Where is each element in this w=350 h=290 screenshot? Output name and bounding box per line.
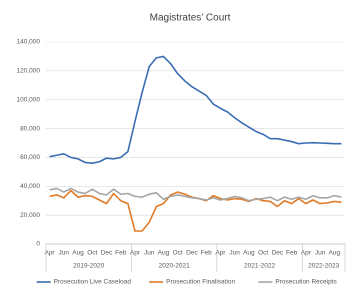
x-tick-label: Dec [272,250,284,257]
chart-title: Magistrates’ Court [150,13,231,24]
y-tick-label: 40,000 [20,183,40,190]
y-tick-label: 0 [36,241,40,248]
y-tick-label: 100,000 [17,96,41,103]
x-tick-label: Jun [59,250,70,257]
year-label: 2019-2020 [73,263,104,270]
year-label: 2021-2022 [244,263,275,270]
y-tick-label: 60,000 [20,154,40,161]
y-tick-label: 120,000 [17,68,41,75]
x-tick-label: Feb [286,250,298,257]
x-tick-label: Apr [301,250,312,257]
y-tick-label: 80,000 [20,125,40,132]
x-tick-label: Aug [329,250,341,257]
x-tick-label: Oct [173,250,183,257]
x-tick-label: Dec [101,250,113,257]
x-tick-label: Feb [115,250,127,257]
y-tick-label: 20,000 [20,212,40,219]
legend-label: Prosecution Finalisation [166,279,235,286]
legend-label: Prosecution Receipts [275,279,337,286]
x-tick-label: Jun [315,250,326,257]
x-tick-label: Oct [258,250,268,257]
year-label: 2020-2021 [159,263,190,270]
x-tick-label: Feb [201,250,213,257]
y-tick-label: 140,000 [17,39,41,46]
x-tick-label: Aug [158,250,170,257]
x-tick-label: Oct [87,250,97,257]
x-tick-label: Apr [44,250,55,257]
x-tick-label: Apr [215,250,226,257]
x-tick-label: Jun [229,250,240,257]
x-tick-label: Jun [144,250,155,257]
legend-label: Prosecution Live Caseload [54,279,132,286]
series-line [49,55,342,164]
x-tick-label: Aug [72,250,84,257]
x-tick-label: Apr [130,250,141,257]
x-tick-label: Dec [186,250,198,257]
year-label: 2022-2023 [308,263,339,270]
x-tick-label: Aug [243,250,255,257]
series-line [49,187,342,202]
